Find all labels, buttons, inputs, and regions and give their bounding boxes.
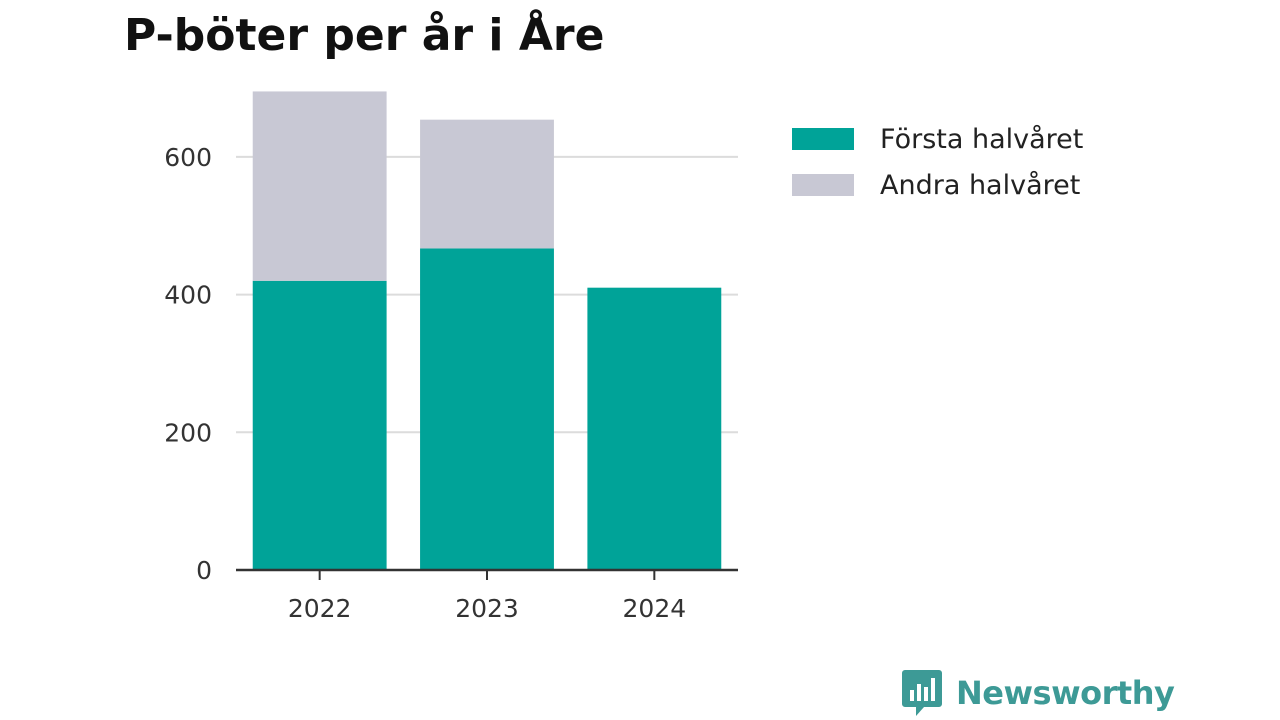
legend-item-second-half: Andra halvåret xyxy=(792,162,1083,208)
legend-swatch-second-half xyxy=(792,174,854,196)
brand-logo: Newsworthy xyxy=(902,670,1175,716)
legend-label-second-half: Andra halvåret xyxy=(880,169,1081,201)
legend: Första halvåret Andra halvåret xyxy=(792,116,1083,208)
bar-2024-first-half xyxy=(587,287,722,570)
y-tick-label-400: 400 xyxy=(164,281,212,310)
x-tick-label-2024: 2024 xyxy=(623,594,687,623)
bar-chart-speech-bubble-icon xyxy=(902,670,942,716)
x-tick-label-2023: 2023 xyxy=(455,594,519,623)
legend-item-first-half: Första halvåret xyxy=(792,116,1083,162)
y-tick-label-200: 200 xyxy=(164,418,212,447)
y-tick-label-0: 0 xyxy=(196,556,212,585)
chart-title: P-böter per år i Åre xyxy=(124,10,605,61)
brand-name: Newsworthy xyxy=(956,674,1175,712)
bar-2023-second-half xyxy=(420,119,554,249)
bar-2023-first-half xyxy=(420,248,554,571)
legend-label-first-half: Första halvåret xyxy=(880,123,1084,155)
bar-2022-first-half xyxy=(252,280,387,570)
bar-2022-second-half xyxy=(252,91,387,281)
y-tick-label-600: 600 xyxy=(164,143,212,172)
x-tick-label-2022: 2022 xyxy=(288,594,352,623)
legend-swatch-first-half xyxy=(792,128,854,150)
